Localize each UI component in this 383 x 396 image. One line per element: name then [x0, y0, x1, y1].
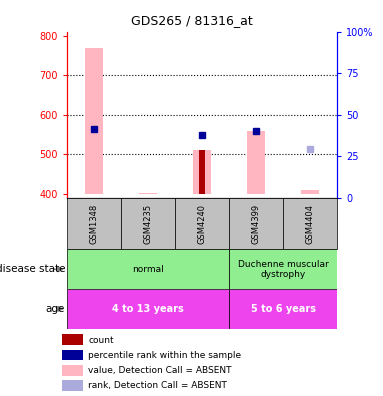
Bar: [199, 150, 205, 194]
Bar: [193, 150, 211, 194]
Text: percentile rank within the sample: percentile rank within the sample: [88, 351, 242, 360]
Bar: [62, 334, 83, 345]
Bar: [67, 249, 229, 289]
Text: disease state: disease state: [0, 264, 65, 274]
Text: Duchenne muscular
dystrophy: Duchenne muscular dystrophy: [238, 260, 328, 279]
Bar: [175, 198, 229, 249]
Bar: [62, 350, 83, 360]
Bar: [229, 198, 283, 249]
Bar: [121, 198, 175, 249]
Text: GSM4399: GSM4399: [252, 204, 260, 244]
Text: normal: normal: [132, 265, 164, 274]
Text: count: count: [88, 335, 114, 345]
Bar: [301, 190, 319, 194]
Bar: [139, 193, 157, 194]
Text: value, Detection Call = ABSENT: value, Detection Call = ABSENT: [88, 366, 232, 375]
Text: GSM1348: GSM1348: [90, 204, 98, 244]
Text: 4 to 13 years: 4 to 13 years: [112, 304, 184, 314]
Bar: [62, 380, 83, 391]
Bar: [67, 289, 229, 329]
Bar: [229, 289, 337, 329]
Bar: [67, 198, 121, 249]
Text: GSM4240: GSM4240: [198, 204, 206, 244]
Bar: [85, 48, 103, 194]
Text: 5 to 6 years: 5 to 6 years: [250, 304, 316, 314]
Bar: [229, 249, 337, 289]
Bar: [283, 198, 337, 249]
Text: GDS265 / 81316_at: GDS265 / 81316_at: [131, 14, 252, 27]
Text: rank, Detection Call = ABSENT: rank, Detection Call = ABSENT: [88, 381, 227, 390]
Bar: [247, 131, 265, 194]
Text: GSM4404: GSM4404: [306, 204, 314, 244]
Text: GSM4235: GSM4235: [144, 204, 152, 244]
Bar: [62, 365, 83, 375]
Text: age: age: [46, 304, 65, 314]
